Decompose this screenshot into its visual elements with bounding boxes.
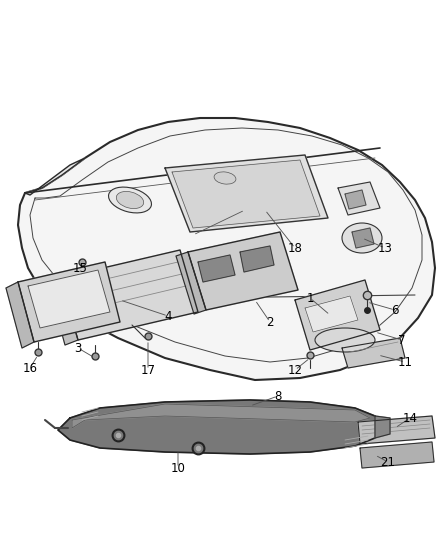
Polygon shape (28, 270, 110, 328)
Ellipse shape (117, 191, 144, 208)
Polygon shape (6, 282, 34, 348)
Polygon shape (305, 296, 358, 332)
Text: 6: 6 (391, 303, 399, 317)
Polygon shape (375, 416, 390, 438)
Polygon shape (188, 232, 298, 310)
Polygon shape (72, 404, 370, 428)
Polygon shape (172, 160, 320, 228)
Text: 8: 8 (274, 390, 282, 402)
Polygon shape (358, 416, 435, 444)
Polygon shape (360, 442, 434, 468)
Polygon shape (58, 400, 380, 454)
Text: 17: 17 (141, 364, 155, 376)
Polygon shape (338, 182, 380, 215)
Polygon shape (352, 228, 374, 248)
Polygon shape (240, 246, 274, 272)
Polygon shape (345, 190, 366, 209)
Polygon shape (60, 250, 198, 340)
Ellipse shape (207, 168, 243, 188)
Polygon shape (165, 155, 328, 232)
Text: 3: 3 (74, 342, 82, 354)
Polygon shape (18, 118, 435, 380)
Polygon shape (176, 252, 206, 314)
Text: 15: 15 (73, 262, 88, 274)
Text: 14: 14 (403, 411, 417, 424)
Ellipse shape (342, 223, 382, 253)
Text: 2: 2 (266, 316, 274, 328)
Polygon shape (342, 338, 405, 368)
Ellipse shape (315, 328, 375, 352)
Polygon shape (48, 278, 78, 345)
Polygon shape (18, 262, 120, 342)
Text: 1: 1 (306, 292, 314, 304)
Ellipse shape (214, 172, 236, 184)
Text: 12: 12 (287, 364, 303, 376)
Text: 18: 18 (288, 241, 302, 254)
Text: 7: 7 (398, 334, 406, 346)
Text: 21: 21 (381, 456, 396, 469)
Polygon shape (25, 158, 85, 195)
Text: 10: 10 (170, 462, 185, 474)
Polygon shape (295, 280, 380, 350)
Text: 4: 4 (164, 310, 172, 322)
Text: 11: 11 (398, 356, 413, 368)
Ellipse shape (109, 187, 152, 213)
Text: 16: 16 (22, 361, 38, 375)
Polygon shape (198, 255, 235, 282)
Text: 13: 13 (378, 241, 392, 254)
